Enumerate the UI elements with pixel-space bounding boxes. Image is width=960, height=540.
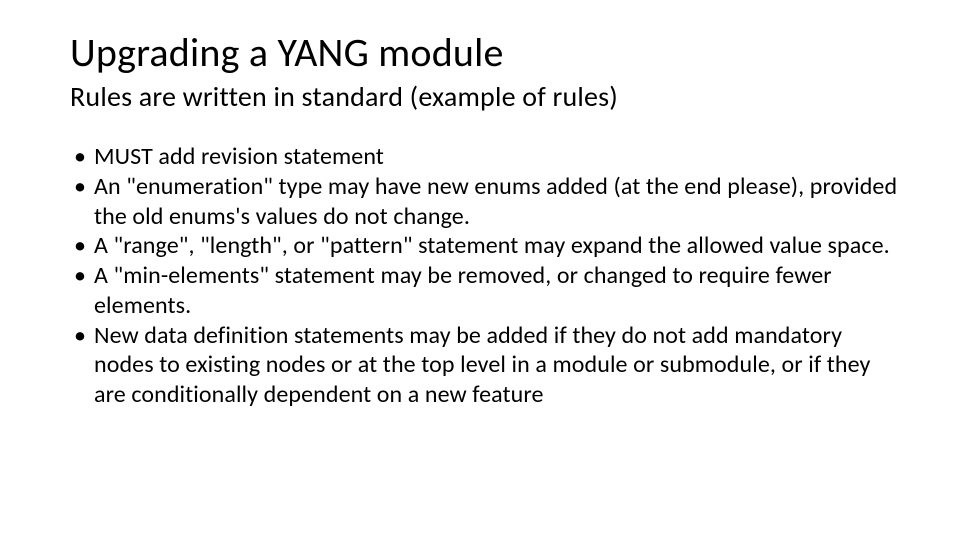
- list-item: A "min-elements" statement may be remove…: [70, 261, 900, 321]
- slide-subtitle: Rules are written in standard (example o…: [70, 79, 900, 114]
- list-item: MUST add revision statement: [70, 142, 900, 172]
- list-item: A "range", "length", or "pattern" statem…: [70, 231, 900, 261]
- slide: Upgrading a YANG module Rules are writte…: [0, 0, 960, 540]
- list-item: An "enumeration" type may have new enums…: [70, 172, 900, 232]
- bullet-list: MUST add revision statement An "enumerat…: [70, 142, 900, 410]
- slide-title: Upgrading a YANG module: [70, 28, 900, 77]
- list-item: New data definition statements may be ad…: [70, 321, 900, 410]
